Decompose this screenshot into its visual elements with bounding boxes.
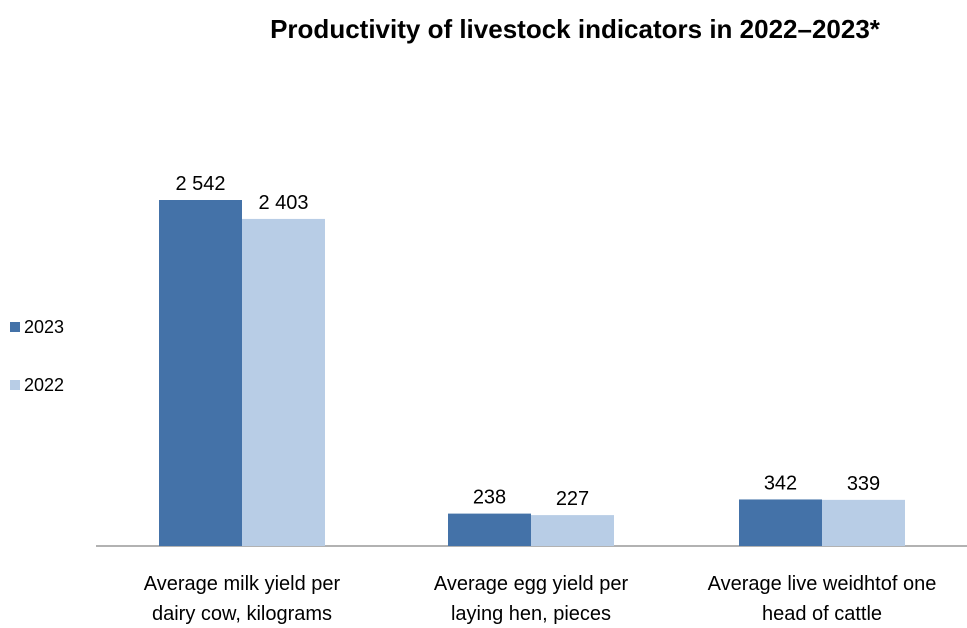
bar-2022-1 xyxy=(531,515,614,546)
legend-label-2023: 2023 xyxy=(24,316,65,337)
data-label-2023-0: 2 542 xyxy=(175,173,225,195)
data-label-2022-2: 339 xyxy=(847,473,880,495)
category-label-2-line-1: head of cattle xyxy=(762,603,882,625)
category-label-0-line-1: dairy cow, kilograms xyxy=(152,603,332,625)
category-label-2-line-0: Average live weidhtof one xyxy=(708,573,937,595)
data-label-2022-0: 2 403 xyxy=(258,192,308,214)
legend-item-2022: 2022 xyxy=(10,372,64,398)
legend: 2023 2022 xyxy=(10,314,64,430)
legend-item-2023: 2023 xyxy=(10,314,64,340)
data-label-2023-2: 342 xyxy=(764,472,797,494)
data-label-2022-1: 227 xyxy=(556,488,589,510)
bar-2022-0 xyxy=(242,218,325,547)
category-label-0-line-0: Average milk yield per xyxy=(144,573,341,595)
category-label-1-line-0: Average egg yield per xyxy=(434,573,629,595)
legend-swatch-2022 xyxy=(10,380,20,390)
bar-2022-2 xyxy=(822,499,905,546)
category-label-1-line-1: laying hen, pieces xyxy=(451,603,611,625)
data-label-2023-1: 238 xyxy=(473,487,506,509)
legend-label-2022: 2022 xyxy=(24,374,65,395)
chart-title: Productivity of livestock indicators in … xyxy=(270,14,880,44)
bar-2023-2 xyxy=(739,499,822,546)
bar-2023-1 xyxy=(448,513,531,546)
bar-2023-0 xyxy=(159,200,242,546)
legend-swatch-2023 xyxy=(10,322,20,332)
